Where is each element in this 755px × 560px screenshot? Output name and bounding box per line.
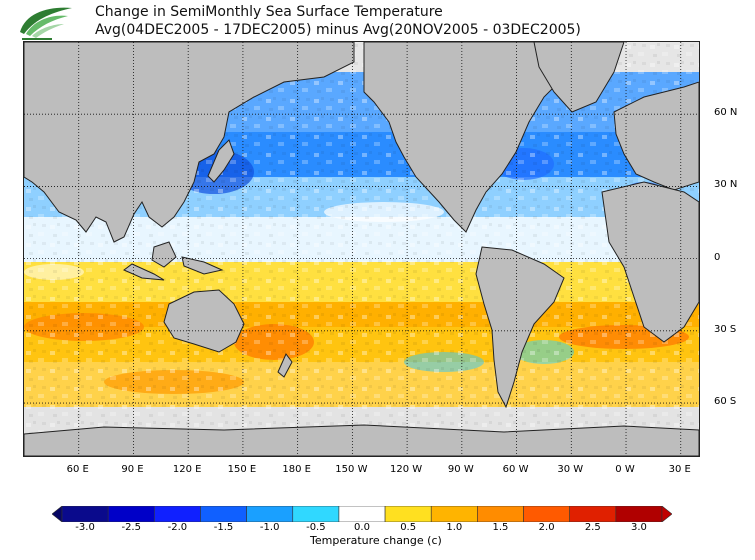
legend-swatch xyxy=(430,506,478,522)
lon-label: 120 W xyxy=(390,464,423,475)
lat-label: 30 N xyxy=(714,179,738,191)
land-masses xyxy=(24,42,699,456)
legend-tick-label: -0.5 xyxy=(306,522,326,533)
legend-high-arrow xyxy=(661,506,672,522)
lon-label: 30 E xyxy=(668,464,691,475)
legend-swatch xyxy=(477,506,524,522)
legend-tick-label: 0.5 xyxy=(400,522,417,533)
lat-label: 0 xyxy=(714,251,721,263)
agency-logo-icon xyxy=(20,7,72,40)
graticule xyxy=(24,42,699,456)
lat-label: 60 N xyxy=(714,107,738,119)
lon-label: 90 W xyxy=(447,464,474,475)
chart-title: Change in SemiMonthly Sea Surface Temper… xyxy=(95,4,443,20)
legend-swatch xyxy=(292,506,340,522)
legend-low-arrow xyxy=(52,506,63,522)
legend-swatch xyxy=(61,506,109,522)
lat-label: 30 S xyxy=(714,323,737,335)
lon-label: 150 E xyxy=(227,464,257,475)
legend-tick-label: -1.0 xyxy=(259,522,280,533)
legend-tick-label: 2.5 xyxy=(584,522,601,533)
lon-label: 90 E xyxy=(121,464,144,475)
legend-swatch xyxy=(200,506,247,522)
legend-swatch xyxy=(615,506,663,522)
lat-label: 60 S xyxy=(714,396,737,408)
legend-tick-label: 1.5 xyxy=(492,522,509,533)
lon-label: 30 W xyxy=(557,464,584,475)
lon-label: 150 W xyxy=(335,464,368,475)
legend-title: Temperature change (c) xyxy=(310,534,442,547)
legend-swatch xyxy=(154,506,201,522)
lon-label: 120 E xyxy=(172,464,202,475)
legend-tick-label: -2.0 xyxy=(167,522,188,533)
legend-swatch xyxy=(569,506,617,522)
legend-swatch xyxy=(384,506,432,522)
legend-swatch xyxy=(107,506,155,522)
lon-label: 60 E xyxy=(66,464,89,475)
lon-label: 60 W xyxy=(502,464,529,475)
legend-tick-label: 3.0 xyxy=(630,522,647,533)
color-legend-bar xyxy=(52,506,672,522)
sst-change-map xyxy=(23,41,700,457)
legend-tick-label: 1.0 xyxy=(446,522,463,533)
legend-tick-label: 0.0 xyxy=(354,522,370,533)
lon-label: 0 W xyxy=(615,464,635,475)
legend-tick-label: -3.0 xyxy=(75,522,95,533)
legend-swatch xyxy=(246,506,294,522)
legend-swatch xyxy=(338,506,386,522)
legend-tick-label: -1.5 xyxy=(213,522,234,533)
legend-tick-label: 2.0 xyxy=(538,522,555,533)
chart-subtitle: Avg(04DEC2005 - 17DEC2005) minus Avg(20N… xyxy=(95,22,581,38)
legend-tick-label: -2.5 xyxy=(121,522,141,533)
legend-swatch xyxy=(523,506,570,522)
lon-label: 180 E xyxy=(282,464,311,475)
